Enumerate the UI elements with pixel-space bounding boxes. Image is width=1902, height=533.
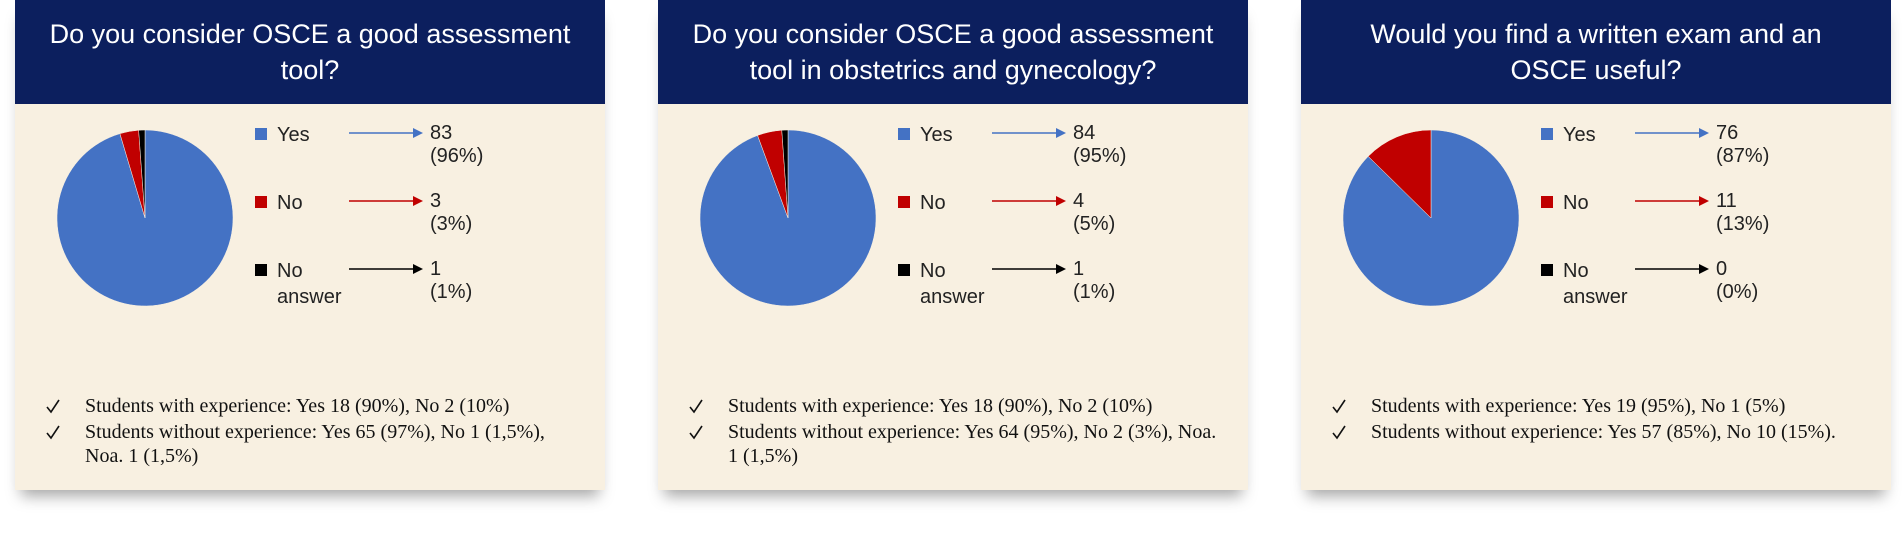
legend-swatch bbox=[898, 196, 910, 208]
check-mark bbox=[1332, 399, 1346, 414]
legend-label: Yes bbox=[920, 124, 953, 146]
legend-swatch bbox=[1541, 128, 1553, 140]
panel-title: Would you find a written exam and an OSC… bbox=[1301, 0, 1891, 104]
note: Students with experience: Yes 19 (95%), … bbox=[1331, 394, 1871, 418]
arrow bbox=[1635, 128, 1709, 138]
pie-slice bbox=[699, 129, 877, 307]
check-mark bbox=[689, 399, 703, 414]
note: Students without experience: Yes 65 (97%… bbox=[45, 420, 585, 468]
legend-label: No answer bbox=[1563, 260, 1628, 308]
panel-body: Yes 76 (87%) No 11 (13%) No answer 0 (0%) bbox=[1301, 104, 1891, 394]
panel-body: Yes 84 (95%) No 4 (5%) No answer 1 (1%) bbox=[658, 104, 1248, 394]
arrow-head bbox=[1056, 264, 1066, 274]
legend-swatch bbox=[1541, 196, 1553, 208]
pie-slice bbox=[1367, 129, 1432, 219]
value-label: 3 (3%) bbox=[430, 190, 473, 235]
legend-swatch bbox=[898, 128, 910, 140]
notes: Students with experience: Yes 18 (90%), … bbox=[15, 394, 605, 468]
value-label: 1 (1%) bbox=[1073, 258, 1116, 303]
check-icon bbox=[46, 399, 60, 414]
panel-title: Do you consider OSCE a good assessment t… bbox=[658, 0, 1248, 104]
check-icon bbox=[46, 425, 60, 440]
note-text: Students without experience: Yes 57 (85%… bbox=[1371, 421, 1836, 443]
arrow bbox=[1635, 196, 1709, 206]
note: Students with experience: Yes 18 (90%), … bbox=[688, 394, 1228, 418]
notes: Students with experience: Yes 19 (95%), … bbox=[1301, 394, 1891, 444]
arrow-head bbox=[1056, 128, 1066, 138]
legend-swatch bbox=[898, 264, 910, 276]
legend-label: No answer bbox=[277, 260, 342, 308]
note: Students with experience: Yes 18 (90%), … bbox=[45, 394, 585, 418]
panel: Do you consider OSCE a good assessment t… bbox=[658, 0, 1248, 490]
arrow bbox=[992, 264, 1066, 274]
value-label: 76 (87%) bbox=[1716, 122, 1770, 167]
arrow-head bbox=[1699, 128, 1709, 138]
check-icon bbox=[1332, 399, 1346, 414]
pie-chart bbox=[699, 129, 877, 307]
legend-label: No bbox=[277, 192, 303, 214]
arrow-head bbox=[413, 264, 423, 274]
note-text: Students without experience: Yes 65 (97%… bbox=[85, 421, 545, 467]
arrow bbox=[992, 128, 1066, 138]
note-text: Students with experience: Yes 18 (90%), … bbox=[728, 395, 1153, 417]
pie-slice bbox=[138, 129, 146, 219]
legend-swatch bbox=[255, 196, 267, 208]
legend-label: No answer bbox=[920, 260, 985, 308]
check-mark bbox=[689, 425, 703, 440]
check-icon bbox=[689, 425, 703, 440]
check-icon bbox=[1332, 425, 1346, 440]
check-icon bbox=[689, 399, 703, 414]
value-label: 1 (1%) bbox=[430, 258, 473, 303]
note-text: Students with experience: Yes 19 (95%), … bbox=[1371, 395, 1786, 417]
arrow-head bbox=[413, 128, 423, 138]
arrow bbox=[349, 264, 423, 274]
check-mark bbox=[1332, 425, 1346, 440]
arrow bbox=[1635, 264, 1709, 274]
check-mark bbox=[46, 399, 60, 414]
pie-chart bbox=[56, 129, 234, 307]
note-text: Students with experience: Yes 18 (90%), … bbox=[85, 395, 510, 417]
check-mark bbox=[46, 425, 60, 440]
arrow-head bbox=[1056, 196, 1066, 206]
pie-chart bbox=[1342, 129, 1520, 307]
arrow bbox=[349, 128, 423, 138]
panel-title: Do you consider OSCE a good assessment t… bbox=[15, 0, 605, 104]
panel: Would you find a written exam and an OSC… bbox=[1301, 0, 1891, 490]
arrow-head bbox=[1699, 264, 1709, 274]
value-label: 0 (0%) bbox=[1716, 258, 1759, 303]
legend-label: Yes bbox=[277, 124, 310, 146]
pie-slice bbox=[781, 129, 789, 219]
legend-swatch bbox=[255, 264, 267, 276]
note: Students without experience: Yes 57 (85%… bbox=[1331, 420, 1871, 444]
arrow-head bbox=[413, 196, 423, 206]
pie-slice bbox=[1342, 129, 1520, 307]
panel-body: Yes 83 (96%) No 3 (3%) No answer 1 (1%) bbox=[15, 104, 605, 394]
note: Students without experience: Yes 64 (95%… bbox=[688, 420, 1228, 468]
value-label: 11 (13%) bbox=[1716, 190, 1770, 235]
panel: Do you consider OSCE a good assessment t… bbox=[15, 0, 605, 490]
legend-label: No bbox=[1563, 192, 1589, 214]
legend-label: Yes bbox=[1563, 124, 1596, 146]
value-label: 83 (96%) bbox=[430, 122, 484, 167]
arrow bbox=[349, 196, 423, 206]
legend-swatch bbox=[255, 128, 267, 140]
legend-label: No bbox=[920, 192, 946, 214]
value-label: 4 (5%) bbox=[1073, 190, 1116, 235]
notes: Students with experience: Yes 18 (90%), … bbox=[658, 394, 1248, 468]
arrow bbox=[992, 196, 1066, 206]
note-text: Students without experience: Yes 64 (95%… bbox=[728, 421, 1217, 467]
value-label: 84 (95%) bbox=[1073, 122, 1127, 167]
legend-swatch bbox=[1541, 264, 1553, 276]
arrow-head bbox=[1699, 196, 1709, 206]
